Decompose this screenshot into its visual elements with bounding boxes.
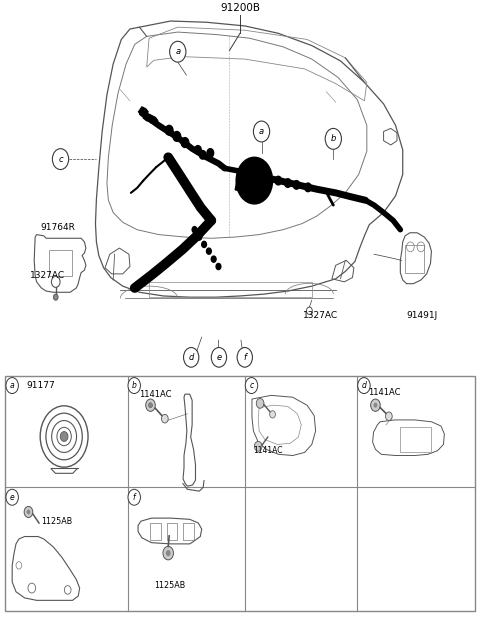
Circle shape [206,248,211,254]
Circle shape [216,263,221,270]
Circle shape [128,378,141,394]
Circle shape [325,128,341,149]
Text: e: e [216,353,221,362]
Text: 91200B: 91200B [220,3,260,13]
Text: a: a [259,127,264,136]
Circle shape [270,411,276,418]
Bar [183,523,193,540]
Text: a: a [175,48,180,56]
Bar [405,245,424,273]
Bar [5,376,475,611]
Circle shape [236,157,273,204]
Circle shape [194,146,201,154]
Circle shape [169,41,186,62]
Text: d: d [189,353,194,362]
Text: 1141AC: 1141AC [368,389,400,397]
Circle shape [146,399,156,412]
Text: 91177: 91177 [26,381,55,390]
Circle shape [245,378,258,394]
Circle shape [24,507,33,518]
Text: a: a [10,381,14,390]
Text: 1327AC: 1327AC [303,311,338,320]
Circle shape [293,181,300,189]
Circle shape [6,489,18,505]
Polygon shape [144,113,153,122]
Circle shape [211,347,227,367]
Circle shape [52,149,69,170]
Circle shape [385,412,392,421]
Text: c: c [250,381,253,390]
Text: 91764R: 91764R [40,223,75,233]
Bar [167,523,177,540]
Circle shape [253,121,270,142]
Polygon shape [139,107,148,115]
Circle shape [211,256,216,262]
Text: b: b [331,135,336,143]
Circle shape [53,294,58,300]
Circle shape [163,546,173,560]
Circle shape [161,415,168,423]
Text: 1327AC: 1327AC [30,271,65,280]
Bar [400,427,432,452]
Circle shape [128,489,141,505]
Circle shape [173,131,180,141]
Text: 1141AC: 1141AC [140,390,172,399]
Bar [149,282,312,297]
Circle shape [199,151,206,159]
Circle shape [202,241,206,247]
Text: f: f [133,493,135,502]
Circle shape [165,125,173,135]
Text: e: e [10,493,14,502]
Circle shape [192,226,197,233]
Text: b: b [132,381,137,390]
Text: c: c [58,155,63,164]
Circle shape [285,179,291,188]
Circle shape [181,138,189,147]
Circle shape [207,149,214,157]
Text: 1125AB: 1125AB [41,516,72,526]
Circle shape [26,510,30,515]
Circle shape [149,403,153,408]
Circle shape [60,431,68,441]
Circle shape [373,403,377,408]
Text: f: f [243,353,246,362]
Polygon shape [235,175,271,196]
Circle shape [237,347,252,367]
Circle shape [254,441,262,451]
Bar [48,250,72,276]
Circle shape [358,378,370,394]
Circle shape [371,399,380,412]
Circle shape [256,399,264,408]
Circle shape [275,176,282,185]
Text: 1125AB: 1125AB [154,581,185,590]
Circle shape [6,378,18,394]
Circle shape [183,347,199,367]
Circle shape [305,183,312,192]
Text: 1141AC: 1141AC [253,446,283,455]
Circle shape [166,550,170,556]
Polygon shape [148,115,157,124]
Text: 91491J: 91491J [407,311,438,320]
Bar [151,523,161,540]
Text: d: d [361,381,366,390]
Circle shape [197,234,202,240]
